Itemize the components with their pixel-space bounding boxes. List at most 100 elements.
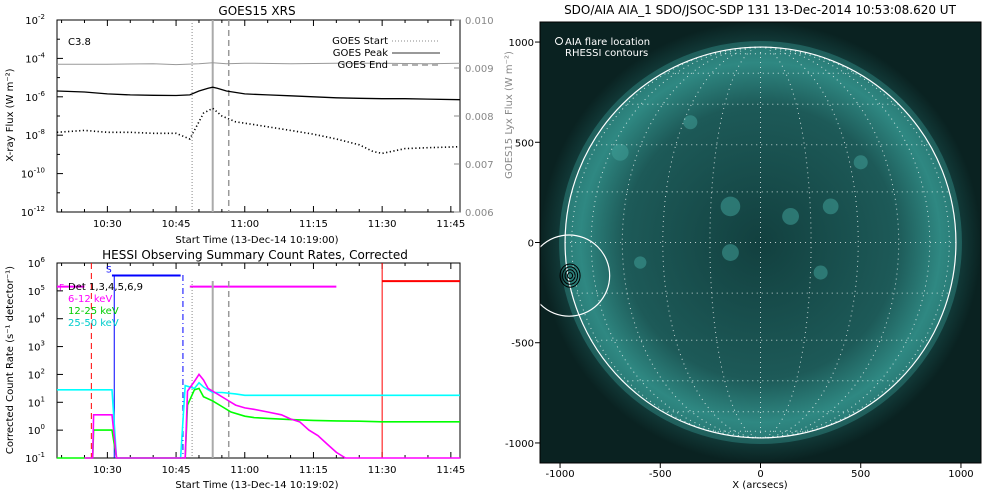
aia-y-tick-label: 0 <box>528 239 534 250</box>
aia-active-region <box>822 198 839 215</box>
goes-y-right-tick-label: 0.010 <box>465 16 494 27</box>
goes-y-tick-label: 10-6 <box>25 90 45 104</box>
goes-series-line <box>56 86 461 101</box>
hessi-x-tick-label: 11:00 <box>230 465 259 476</box>
goes-legend-start-label: GOES Start <box>332 36 388 47</box>
hessi-legend-25-50kev: 25-50 keV <box>68 318 119 329</box>
hessi-legend: Det 1,3,4,5,6,9 6-12 keV 12-25 keV 25-50… <box>68 282 143 329</box>
goes-y-tick-label: 10-8 <box>25 128 45 142</box>
hessi-y-axis-label: Corrected Count Rate (s⁻¹ detector⁻¹) <box>5 266 16 454</box>
aia-x-tick-label: -500 <box>649 469 672 480</box>
hessi-legend-6-12kev: 6-12 keV <box>68 294 112 305</box>
goes-y-right-tick-label: 0.006 <box>465 208 494 219</box>
hessi-y-tick-label: 10-1 <box>25 451 45 465</box>
hessi-plot-area: 10:30 10:45 11:00 11:15 11:30 11:45 10-1 100 101… <box>25 256 465 476</box>
hessi-y-tick-label: 103 <box>28 340 45 354</box>
hessi-y-tick-label: 106 <box>28 256 46 270</box>
aia-active-region <box>853 155 868 170</box>
aia-active-region <box>634 256 647 269</box>
goes-series-line <box>56 107 461 155</box>
aia-legend-flare-label: AIA flare location <box>565 37 650 48</box>
aia-axes: -1000 -500 0 500 1000 -1000 -500 0 500 1000 <box>505 21 982 480</box>
goes-x-tick-label: 11:15 <box>299 219 328 230</box>
goes-y-right-tick-label: 0.007 <box>465 160 494 171</box>
hessi-x-tick-label: 10:30 <box>93 465 122 476</box>
goes-panel: GOES15 XRS 10:30 10:45 11:00 11:15 11:30 11:4… <box>5 4 515 246</box>
aia-grid-longitude <box>662 46 761 439</box>
aia-y-tick-label: -1000 <box>505 439 534 450</box>
goes-plot-area: 10:30 10:45 11:00 11:15 11:30 11:45 10-12 10-10… <box>21 13 494 230</box>
hessi-state-bar-label: S <box>106 266 112 276</box>
goes-legend-peak-label: GOES Peak <box>333 48 388 59</box>
aia-x-axis-label: X (arcsecs) <box>732 480 788 491</box>
goes-x-tick-label: 10:45 <box>162 219 191 230</box>
aia-rhessi-contour <box>559 263 581 288</box>
aia-title: SDO/AIA AIA_1 SDO/JSOC-SDP 131 13-Dec-20… <box>564 3 957 17</box>
aia-x-tick-label: 0 <box>757 469 763 480</box>
aia-x-tick-label: -1000 <box>546 469 575 480</box>
aia-active-region <box>720 196 741 217</box>
goes-x-tick-label: 10:30 <box>93 219 122 230</box>
hessi-legend-det: Det 1,3,4,5,6,9 <box>68 282 143 293</box>
aia-y-tick-label: -500 <box>511 339 534 350</box>
hessi-panel: HESSI Observing Summary Count Rates, Cor… <box>5 248 465 491</box>
goes-x-tick-label: 11:45 <box>436 219 465 230</box>
goes-x-tick-label: 11:00 <box>230 219 259 230</box>
aia-grid-longitude <box>760 46 931 439</box>
aia-grid-longitude <box>709 46 761 439</box>
goes-flare-class: C3.8 <box>68 37 91 48</box>
hessi-x-tick-label: 11:15 <box>299 465 328 476</box>
goes-y-right-tick-label: 0.009 <box>465 64 494 75</box>
goes-y-right-tick-label: 0.008 <box>465 112 494 123</box>
hessi-series-line <box>57 387 460 459</box>
goes-y-tick-label: 10-12 <box>21 205 45 219</box>
hessi-state-bar-label: F <box>59 284 64 294</box>
aia-active-region <box>782 208 799 225</box>
goes-y-right-axis-label: GOES15 Lyx Flux (W m⁻²) <box>504 51 515 179</box>
goes-y-tick-label: 10-10 <box>21 167 45 181</box>
hessi-x-tick-label: 11:30 <box>368 465 397 476</box>
aia-active-region <box>813 265 828 280</box>
hessi-y-tick-label: 101 <box>28 395 45 409</box>
aia-rhessi-contour <box>567 272 574 279</box>
aia-solar-limb <box>564 46 957 439</box>
goes-y-tick-label: 10-2 <box>25 13 45 27</box>
hessi-y-tick-label: 100 <box>28 423 45 437</box>
hessi-y-tick-label: 102 <box>28 367 45 381</box>
hessi-x-tick-label: 11:45 <box>436 465 465 476</box>
hessi-y-tick-label: 105 <box>28 284 45 298</box>
aia-grid-longitude <box>760 46 812 439</box>
aia-y-tick-label: 1000 <box>509 38 534 49</box>
goes-frame <box>56 19 461 213</box>
goes-y-tick-label: 10-4 <box>25 51 45 65</box>
hessi-series-line <box>84 373 460 459</box>
aia-grid-longitude <box>760 46 859 439</box>
aia-image <box>540 22 981 463</box>
goes-legend: GOES Start GOES Peak GOES End <box>332 36 440 71</box>
hessi-x-axis-label: Start Time (13-Dec-14 10:19:02) <box>175 480 338 491</box>
hessi-title: HESSI Observing Summary Count Rates, Cor… <box>102 248 408 262</box>
aia-y-tick-label: 500 <box>515 138 534 149</box>
aia-active-region <box>611 143 629 161</box>
aia-flare-location-circle <box>540 234 611 317</box>
aia-x-tick-label: 1000 <box>948 469 973 480</box>
aia-rhessi-contour <box>564 269 576 282</box>
aia-panel: SDO/AIA AIA_1 SDO/JSOC-SDP 131 13-Dec-20… <box>505 3 982 491</box>
goes-y-axis-label: X-ray Flux (W m⁻²) <box>5 68 16 161</box>
hessi-frame <box>56 262 461 459</box>
aia-legend: AIA flare location RHESSI contours <box>555 37 650 59</box>
aia-rhessi-contour <box>562 266 579 285</box>
goes-title: GOES15 XRS <box>218 4 295 18</box>
goes-legend-end-label: GOES End <box>338 60 388 71</box>
aia-grid-longitude <box>590 46 761 439</box>
aia-legend-circle-icon <box>555 37 563 45</box>
aia-active-region <box>722 244 739 261</box>
aia-x-tick-label: 500 <box>851 469 870 480</box>
goes-x-axis-label: Start Time (13-Dec-14 10:19:00) <box>175 235 338 246</box>
aia-active-region <box>683 115 698 130</box>
hessi-y-tick-label: 104 <box>28 312 46 326</box>
aia-legend-rhessi-label: RHESSI contours <box>565 48 648 59</box>
hessi-x-tick-label: 10:45 <box>162 465 191 476</box>
goes-x-tick-label: 11:30 <box>368 219 397 230</box>
